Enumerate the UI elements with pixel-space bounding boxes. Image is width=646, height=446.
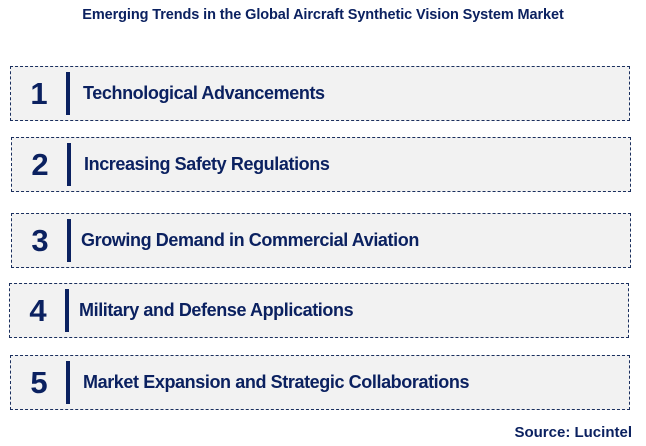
trend-label: Technological Advancements — [83, 83, 325, 103]
divider-bar — [67, 219, 71, 262]
divider-bar — [66, 361, 70, 404]
divider-bar — [65, 289, 69, 332]
trend-label: Increasing Safety Regulations — [84, 154, 330, 174]
source-credit: Source: Lucintel — [514, 424, 632, 441]
trend-number: 1 — [30, 75, 48, 111]
trend-item-1: 1 Technological Advancements — [10, 66, 630, 121]
trend-label: Military and Defense Applications — [79, 300, 354, 320]
divider-bar — [66, 72, 70, 115]
trend-item-2: 2 Increasing Safety Regulations — [11, 137, 631, 192]
trend-item-5: 5 Market Expansion and Strategic Collabo… — [10, 355, 630, 410]
divider-bar — [67, 143, 71, 186]
trend-label: Market Expansion and Strategic Collabora… — [83, 372, 470, 392]
trend-label: Growing Demand in Commercial Aviation — [81, 230, 419, 250]
trend-number: 4 — [29, 292, 47, 328]
trend-item-3: 3 Growing Demand in Commercial Aviation — [11, 213, 631, 268]
trend-number: 2 — [31, 146, 49, 182]
diagram-title: Emerging Trends in the Global Aircraft S… — [82, 7, 564, 23]
trend-number: 3 — [31, 222, 49, 258]
trend-number: 5 — [30, 364, 48, 400]
trend-item-4: 4 Military and Defense Applications — [9, 283, 629, 338]
